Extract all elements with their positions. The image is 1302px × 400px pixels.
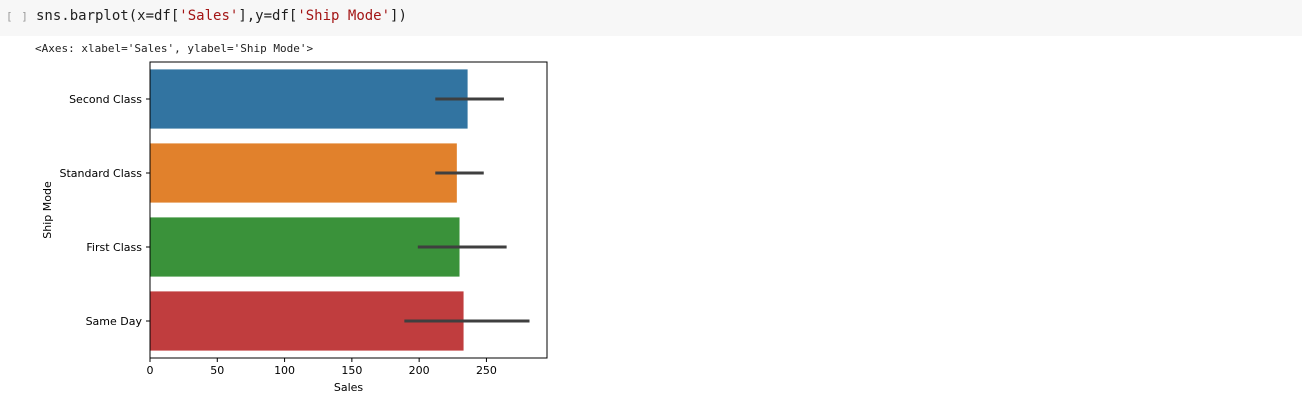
y-tick-label-2: First Class bbox=[86, 241, 142, 254]
code-suffix: ]) bbox=[390, 8, 407, 24]
y-tick-label-3: Same Day bbox=[86, 315, 143, 328]
x-tick-label-2: 100 bbox=[274, 364, 295, 377]
y-axis-label: Ship Mode bbox=[41, 181, 54, 239]
code-prefix: sns.barplot(x=df[ bbox=[36, 8, 180, 24]
bar-2 bbox=[150, 217, 460, 277]
execution-count: [ ] bbox=[6, 10, 29, 23]
x-tick-label-4: 200 bbox=[409, 364, 430, 377]
code-middle: ],y=df[ bbox=[238, 8, 298, 24]
bar-1 bbox=[150, 143, 457, 203]
y-tick-label-0: Second Class bbox=[69, 93, 142, 106]
code-string-sales: 'Sales' bbox=[179, 8, 239, 24]
x-tick-label-3: 150 bbox=[341, 364, 362, 377]
x-tick-label-1: 50 bbox=[210, 364, 224, 377]
x-axis-label: Sales bbox=[334, 381, 364, 394]
x-tick-label-0: 0 bbox=[147, 364, 154, 377]
bar-0 bbox=[150, 69, 468, 129]
output-repr: <Axes: xlabel='Sales', ylabel='Ship Mode… bbox=[35, 42, 314, 55]
code-line[interactable]: sns.barplot(x=df['Sales'],y=df['Ship Mod… bbox=[36, 8, 407, 24]
x-tick-label-5: 250 bbox=[476, 364, 497, 377]
y-tick-label-1: Standard Class bbox=[60, 167, 143, 180]
axes-frame bbox=[149, 61, 548, 359]
code-cell-input[interactable]: [ ] sns.barplot(x=df['Sales'],y=df['Ship… bbox=[0, 0, 1302, 36]
code-string-ship-mode: 'Ship Mode' bbox=[297, 8, 391, 24]
